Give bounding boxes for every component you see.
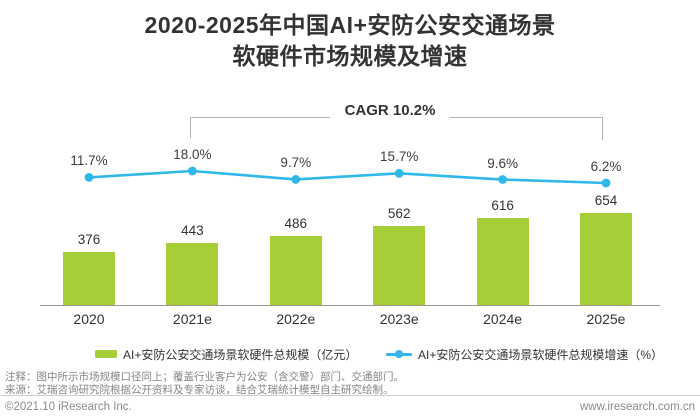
bar-value-label: 654 — [594, 193, 618, 208]
line-value-label: 9.6% — [487, 155, 518, 171]
bar — [166, 243, 219, 305]
footnote-annotation: 注释：图中所示市场规模口径同上；覆盖行业客户为公安（含交警）部门、交通部门。 — [5, 371, 404, 383]
bar-value-label: 443 — [181, 223, 204, 238]
cagr-annotation: CAGR 10.2% — [330, 103, 450, 119]
footnote-source: 来源：艾瑞咨询研究院根据公开资料及专家访谈，结合艾瑞统计模型自主研究绘制。 — [5, 383, 394, 396]
growth-line-point — [84, 173, 94, 182]
bar-value-label: 486 — [284, 216, 308, 231]
legend-label-line: AI+安防公安交通场景软硬件总规模增速（%） — [418, 347, 664, 362]
bar — [269, 236, 322, 305]
legend-label-bars: AI+安防公安交通场景软硬件总规模（亿元） — [123, 347, 358, 362]
x-axis-label: 2023e — [379, 311, 419, 327]
cagr-bracket-line-left — [190, 117, 330, 118]
chart-title-line1: 2020-2025年中国AI+安防公安交通场景 — [144, 12, 556, 38]
website-text: www.iresearch.com.cn — [579, 401, 695, 413]
cagr-bracket-tick-right — [602, 117, 603, 140]
growth-line-point — [498, 175, 507, 184]
footnotes: 注释：图中所示市场规模口径同上；覆盖行业客户为公安（含交警）部门、交通部门。 来… — [5, 371, 404, 396]
cagr-bracket-tick-left — [190, 117, 191, 138]
line-value-label: 6.2% — [590, 158, 622, 174]
bar — [63, 252, 115, 305]
line-legend-marker-icon — [386, 350, 412, 358]
bar-legend-swatch-icon — [95, 350, 117, 358]
bar — [580, 213, 632, 305]
chart-title-line2: 软硬件市场规模及增速 — [232, 43, 468, 69]
line-value-label: 18.0% — [173, 146, 212, 162]
x-axis-label: 2022e — [276, 311, 316, 327]
copyright-text: ©2021.10 iResearch Inc. — [5, 401, 132, 413]
chart-title: 2020-2025年中国AI+安防公安交通场景 软硬件市场规模及增速 — [0, 10, 700, 72]
legend-item-bars: AI+安防公安交通场景软硬件总规模（亿元） — [95, 347, 358, 362]
footer-divider — [0, 395, 700, 396]
line-value-label: 11.7% — [70, 153, 108, 169]
growth-line-point — [601, 178, 611, 188]
x-axis-label: 2020 — [73, 311, 105, 327]
growth-line-point — [188, 166, 197, 176]
cagr-bracket-line-right — [450, 117, 603, 118]
bar-value-label: 562 — [387, 206, 411, 221]
line-value-label: 15.7% — [380, 149, 419, 165]
bar-value-label: 616 — [491, 198, 514, 213]
growth-line-point — [291, 175, 301, 184]
growth-line-point — [394, 168, 404, 178]
bar — [476, 218, 529, 305]
x-axis-label: 2024e — [483, 311, 523, 327]
footer-bar: ©2021.10 iResearch Inc. www.iresearch.co… — [5, 401, 695, 413]
bar-value-label: 376 — [77, 232, 101, 247]
x-axis-line — [40, 305, 660, 306]
x-axis-label: 2025e — [586, 311, 626, 327]
line-value-label: 9.7% — [280, 155, 312, 171]
growth-line — [88, 169, 607, 185]
bar — [373, 226, 426, 305]
x-axis-label: 2021e — [172, 311, 212, 327]
legend-item-line: AI+安防公安交通场景软硬件总规模增速（%） — [386, 347, 664, 362]
